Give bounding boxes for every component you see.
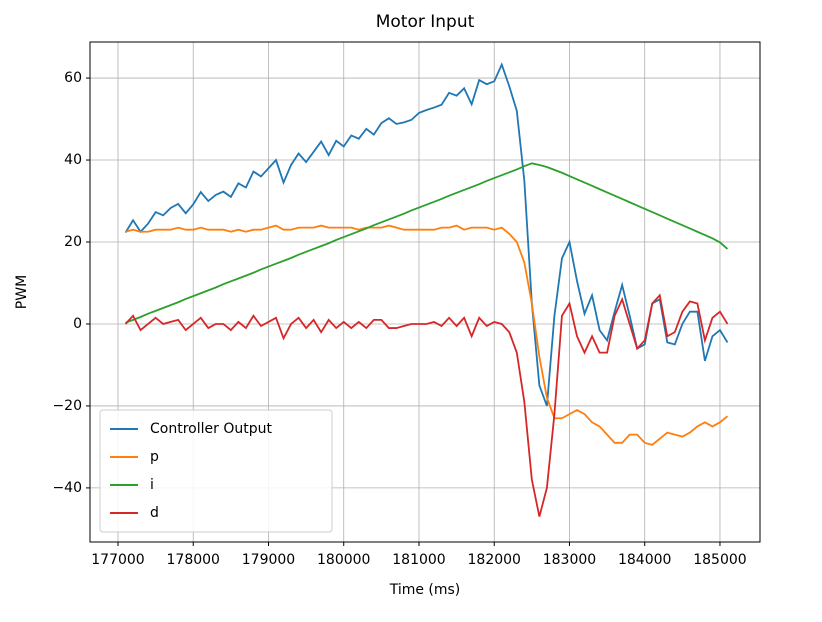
chart-title: Motor Input	[376, 12, 475, 32]
legend-label: d	[150, 505, 159, 521]
x-tick-label: 181000	[392, 552, 445, 568]
y-axis-label: PWM	[14, 275, 30, 309]
series-line	[125, 224, 729, 446]
x-tick-label: 184000	[618, 552, 671, 568]
x-tick-label: 180000	[317, 552, 370, 568]
x-tick-label: 179000	[242, 552, 295, 568]
series-line	[125, 162, 729, 324]
series-line	[124, 293, 729, 517]
y-tick-label: 40	[64, 152, 82, 168]
legend-label: i	[150, 477, 154, 493]
y-tick-label: −20	[52, 398, 82, 414]
x-tick-label: 185000	[693, 552, 746, 568]
legend-box	[99, 409, 333, 533]
x-tick-label: 182000	[468, 552, 521, 568]
x-axis-label: Time (ms)	[389, 582, 461, 598]
series-line	[124, 62, 729, 407]
y-tick-label: 20	[64, 234, 82, 250]
y-tick-label: 60	[64, 70, 82, 86]
y-tick-label: −40	[52, 480, 82, 496]
legend-label: Controller Output	[150, 421, 272, 437]
legend-label: p	[150, 449, 159, 465]
y-tick-label: 0	[73, 316, 82, 332]
x-tick-label: 183000	[543, 552, 596, 568]
x-tick-label: 177000	[91, 552, 144, 568]
x-tick-label: 178000	[167, 552, 220, 568]
plot-frame	[89, 41, 761, 543]
